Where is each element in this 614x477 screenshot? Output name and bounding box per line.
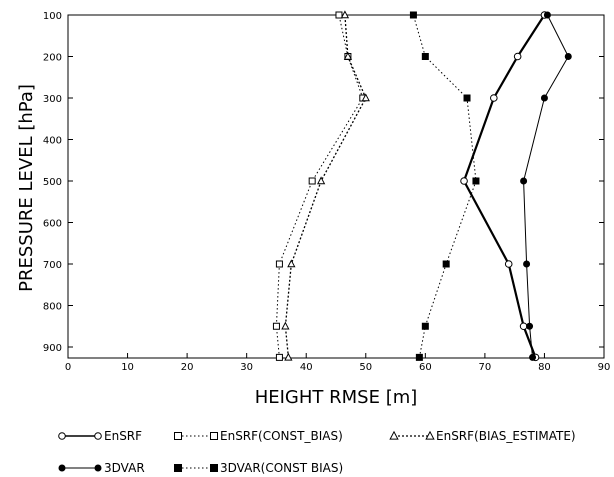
legend-item: EnSRF(CONST_BIAS): [174, 429, 343, 443]
data-point: [519, 322, 528, 331]
series-ensrf-bias-estimate-: [281, 10, 370, 361]
legend-marker: [174, 432, 182, 440]
legend-label: 3DVAR: [104, 461, 145, 475]
legend-label: EnSRF(CONST_BIAS): [220, 429, 343, 443]
series-layer: [272, 10, 572, 362]
data-point: [415, 353, 423, 361]
legend-label: EnSRF(BIAS_ESTIMATE): [436, 429, 576, 443]
legend-item: 3DVAR(CONST BIAS): [174, 461, 343, 475]
legend-item: EnSRF(BIAS_ESTIMATE): [389, 429, 576, 443]
legend: EnSRF EnSRF(CONST_BIAS) EnSRF(BIAS_ESTIMAT…: [58, 429, 576, 475]
x-tick-label: 40: [300, 362, 313, 373]
series-line: [284, 14, 367, 358]
legend-marker: [94, 432, 102, 440]
data-point: [308, 177, 316, 185]
series-3dvar-const-bias-: [409, 11, 480, 361]
data-point: [529, 353, 537, 361]
x-tick-label: 60: [419, 362, 432, 373]
data-point: [335, 11, 343, 19]
x-tick-label: 90: [598, 362, 611, 373]
data-point: [272, 322, 280, 330]
data-point: [463, 94, 471, 102]
data-point: [275, 353, 283, 361]
legend-marker: [94, 464, 102, 472]
axis-ticks: 0 10 20 30 40 50 60 70 80 90 100 200 300 400 500 600 700…: [43, 11, 610, 373]
data-point: [543, 11, 551, 19]
data-point: [513, 52, 522, 61]
x-tick-label: 10: [121, 362, 134, 373]
data-point: [564, 53, 572, 60]
legend-marker: [425, 430, 435, 440]
data-point: [284, 352, 293, 361]
legend-item: EnSRF: [58, 429, 142, 443]
data-point: [523, 260, 531, 268]
y-tick-label: 900: [43, 343, 62, 354]
x-axis-title: HEIGHT RMSE [m]: [255, 387, 418, 408]
legend-marker: [210, 464, 218, 472]
data-point: [526, 322, 534, 330]
y-tick-label: 800: [43, 302, 62, 313]
x-tick-label: 30: [240, 362, 253, 373]
data-point: [281, 321, 290, 330]
y-tick-label: 700: [43, 260, 62, 271]
series-line: [523, 14, 569, 358]
y-axis-title: PRESSURE LEVEL [hPa]: [16, 84, 37, 292]
x-tick-label: 80: [538, 362, 551, 373]
data-point: [421, 322, 429, 330]
legend-marker: [174, 464, 182, 472]
series-ensrf: [460, 11, 549, 362]
y-tick-label: 100: [43, 11, 62, 22]
legend-item: 3DVAR: [58, 461, 145, 475]
legend-marker: [58, 464, 66, 472]
data-point: [472, 177, 480, 185]
data-point: [287, 259, 296, 268]
data-point: [361, 93, 370, 102]
data-point: [504, 260, 513, 268]
data-point: [520, 177, 528, 185]
x-tick-label: 50: [359, 362, 372, 373]
legend-label: 3DVAR(CONST BIAS): [220, 461, 343, 475]
y-tick-label: 300: [43, 94, 62, 105]
x-tick-label: 0: [65, 362, 71, 373]
data-point: [343, 51, 353, 60]
data-point: [442, 260, 450, 268]
series-3dvar: [520, 11, 572, 361]
y-tick-label: 200: [43, 53, 62, 64]
x-tick-label: 70: [479, 362, 492, 373]
legend-marker: [389, 430, 399, 440]
y-tick-label: 500: [43, 177, 62, 188]
y-tick-label: 400: [43, 136, 62, 147]
legend-marker: [58, 432, 66, 440]
x-tick-label: 20: [181, 362, 194, 373]
data-point: [340, 10, 350, 19]
series-line: [462, 14, 546, 358]
data-point: [275, 260, 283, 268]
data-point: [490, 94, 498, 102]
data-point: [540, 94, 548, 102]
legend-label: EnSRF: [104, 429, 142, 443]
y-tick-label: 600: [43, 219, 62, 230]
data-point: [421, 53, 429, 60]
data-point: [409, 11, 417, 19]
legend-marker: [210, 432, 218, 440]
data-point: [316, 176, 326, 185]
data-point: [460, 177, 468, 185]
